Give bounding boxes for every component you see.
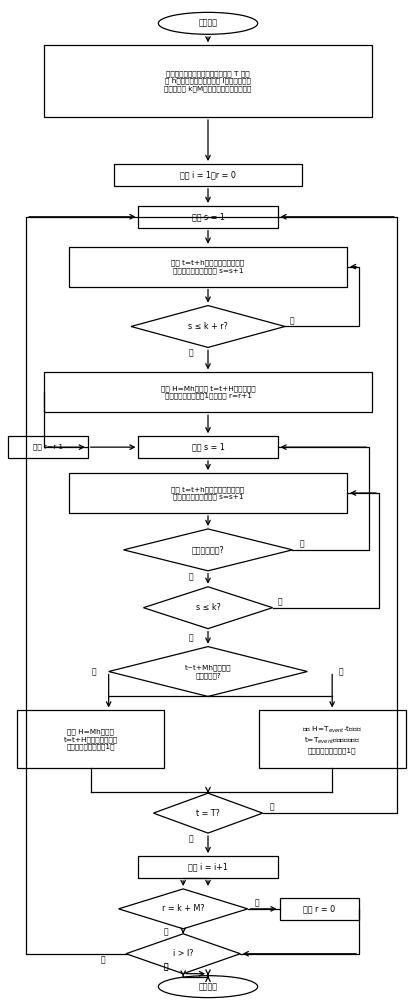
FancyBboxPatch shape [259,710,406,768]
FancyBboxPatch shape [44,45,372,117]
Text: r = k + M?: r = k + M? [162,904,204,913]
Text: 否: 否 [188,633,193,642]
Polygon shape [143,587,273,629]
Text: 设置 t=t+h，随机投影算法内部
积分器计算一步，设置 s=s+1: 设置 t=t+h，随机投影算法内部 积分器计算一步，设置 s=s+1 [171,260,244,274]
Polygon shape [131,306,285,347]
FancyBboxPatch shape [138,856,278,878]
FancyBboxPatch shape [114,164,302,186]
Text: 否: 否 [269,803,274,812]
Text: 是: 是 [163,962,168,971]
Ellipse shape [158,12,258,34]
FancyBboxPatch shape [138,436,278,458]
Text: 否: 否 [101,955,106,964]
Text: 设置 r=r-1: 设置 r=r-1 [33,444,63,450]
Text: 是: 是 [299,539,304,548]
Text: 设置 H=Mh，设置 t=t+H，随机投影
算法外部积分器积分1步，设置 r=r+1: 设置 H=Mh，设置 t=t+H，随机投影 算法外部积分器积分1步，设置 r=r… [161,385,255,399]
FancyBboxPatch shape [279,898,359,920]
Text: 是: 是 [278,597,282,606]
Text: 设置 s = 1: 设置 s = 1 [191,212,224,221]
Text: s ≤ k + r?: s ≤ k + r? [188,322,228,331]
FancyBboxPatch shape [44,372,372,412]
Text: 设置 t=t+h，随机投影算法内部
积分器计算一步，设置 s=s+1: 设置 t=t+h，随机投影算法内部 积分器计算一步，设置 s=s+1 [171,486,244,500]
FancyBboxPatch shape [17,710,164,768]
Text: 是: 是 [163,962,168,971]
Text: 否: 否 [163,927,168,936]
Text: i > I?: i > I? [173,949,193,958]
FancyBboxPatch shape [69,473,347,513]
Text: 有操作或故障?: 有操作或故障? [192,545,224,554]
Text: 仿真开始: 仿真开始 [198,19,218,28]
Text: 设置 i = i+1: 设置 i = i+1 [188,862,228,871]
Ellipse shape [158,976,258,998]
Text: 设置 s = 1: 设置 s = 1 [191,443,224,452]
FancyBboxPatch shape [138,206,278,228]
Polygon shape [126,934,240,974]
Text: t = T?: t = T? [196,809,220,818]
Text: 读取系统模型参数，设置仿真时间 T 和步
长 h，蒙特卡洛仿真总次数 I，设置随机投
影算法参数 k，M。设置故障与操作事件。: 读取系统模型参数，设置仿真时间 T 和步 长 h，蒙特卡洛仿真总次数 I，设置随… [164,70,252,92]
Text: 是: 是 [339,667,344,676]
Text: 否: 否 [188,572,193,581]
Text: 设置 H=Mh，设置
t=t+H，隐式投影积分
算法外部积分器积分1步: 设置 H=Mh，设置 t=t+H，隐式投影积分 算法外部积分器积分1步 [64,728,118,750]
Text: t~t+Mh时间内有
操作或故障?: t~t+Mh时间内有 操作或故障? [185,664,231,679]
Text: 是: 是 [255,898,259,907]
Text: 设置 i = 1，r = 0: 设置 i = 1，r = 0 [180,170,236,179]
Text: 仿真结束: 仿真结束 [198,982,218,991]
Text: 是: 是 [289,316,294,325]
Polygon shape [153,793,263,833]
Text: 设置 H=T$_{event}$-t，设置
t=T$_{event}$，隐式投影积分
算法外部积分器积分1步: 设置 H=T$_{event}$-t，设置 t=T$_{event}$，隐式投影… [302,725,362,754]
Polygon shape [109,647,307,696]
Polygon shape [118,889,248,929]
Text: 否: 否 [188,348,193,357]
FancyBboxPatch shape [8,436,88,458]
Text: 否: 否 [91,667,96,676]
FancyBboxPatch shape [69,247,347,287]
Text: 设置 r = 0: 设置 r = 0 [303,904,335,913]
Text: s ≤ k?: s ≤ k? [196,603,221,612]
Text: 是: 是 [188,835,193,844]
Polygon shape [123,529,292,571]
